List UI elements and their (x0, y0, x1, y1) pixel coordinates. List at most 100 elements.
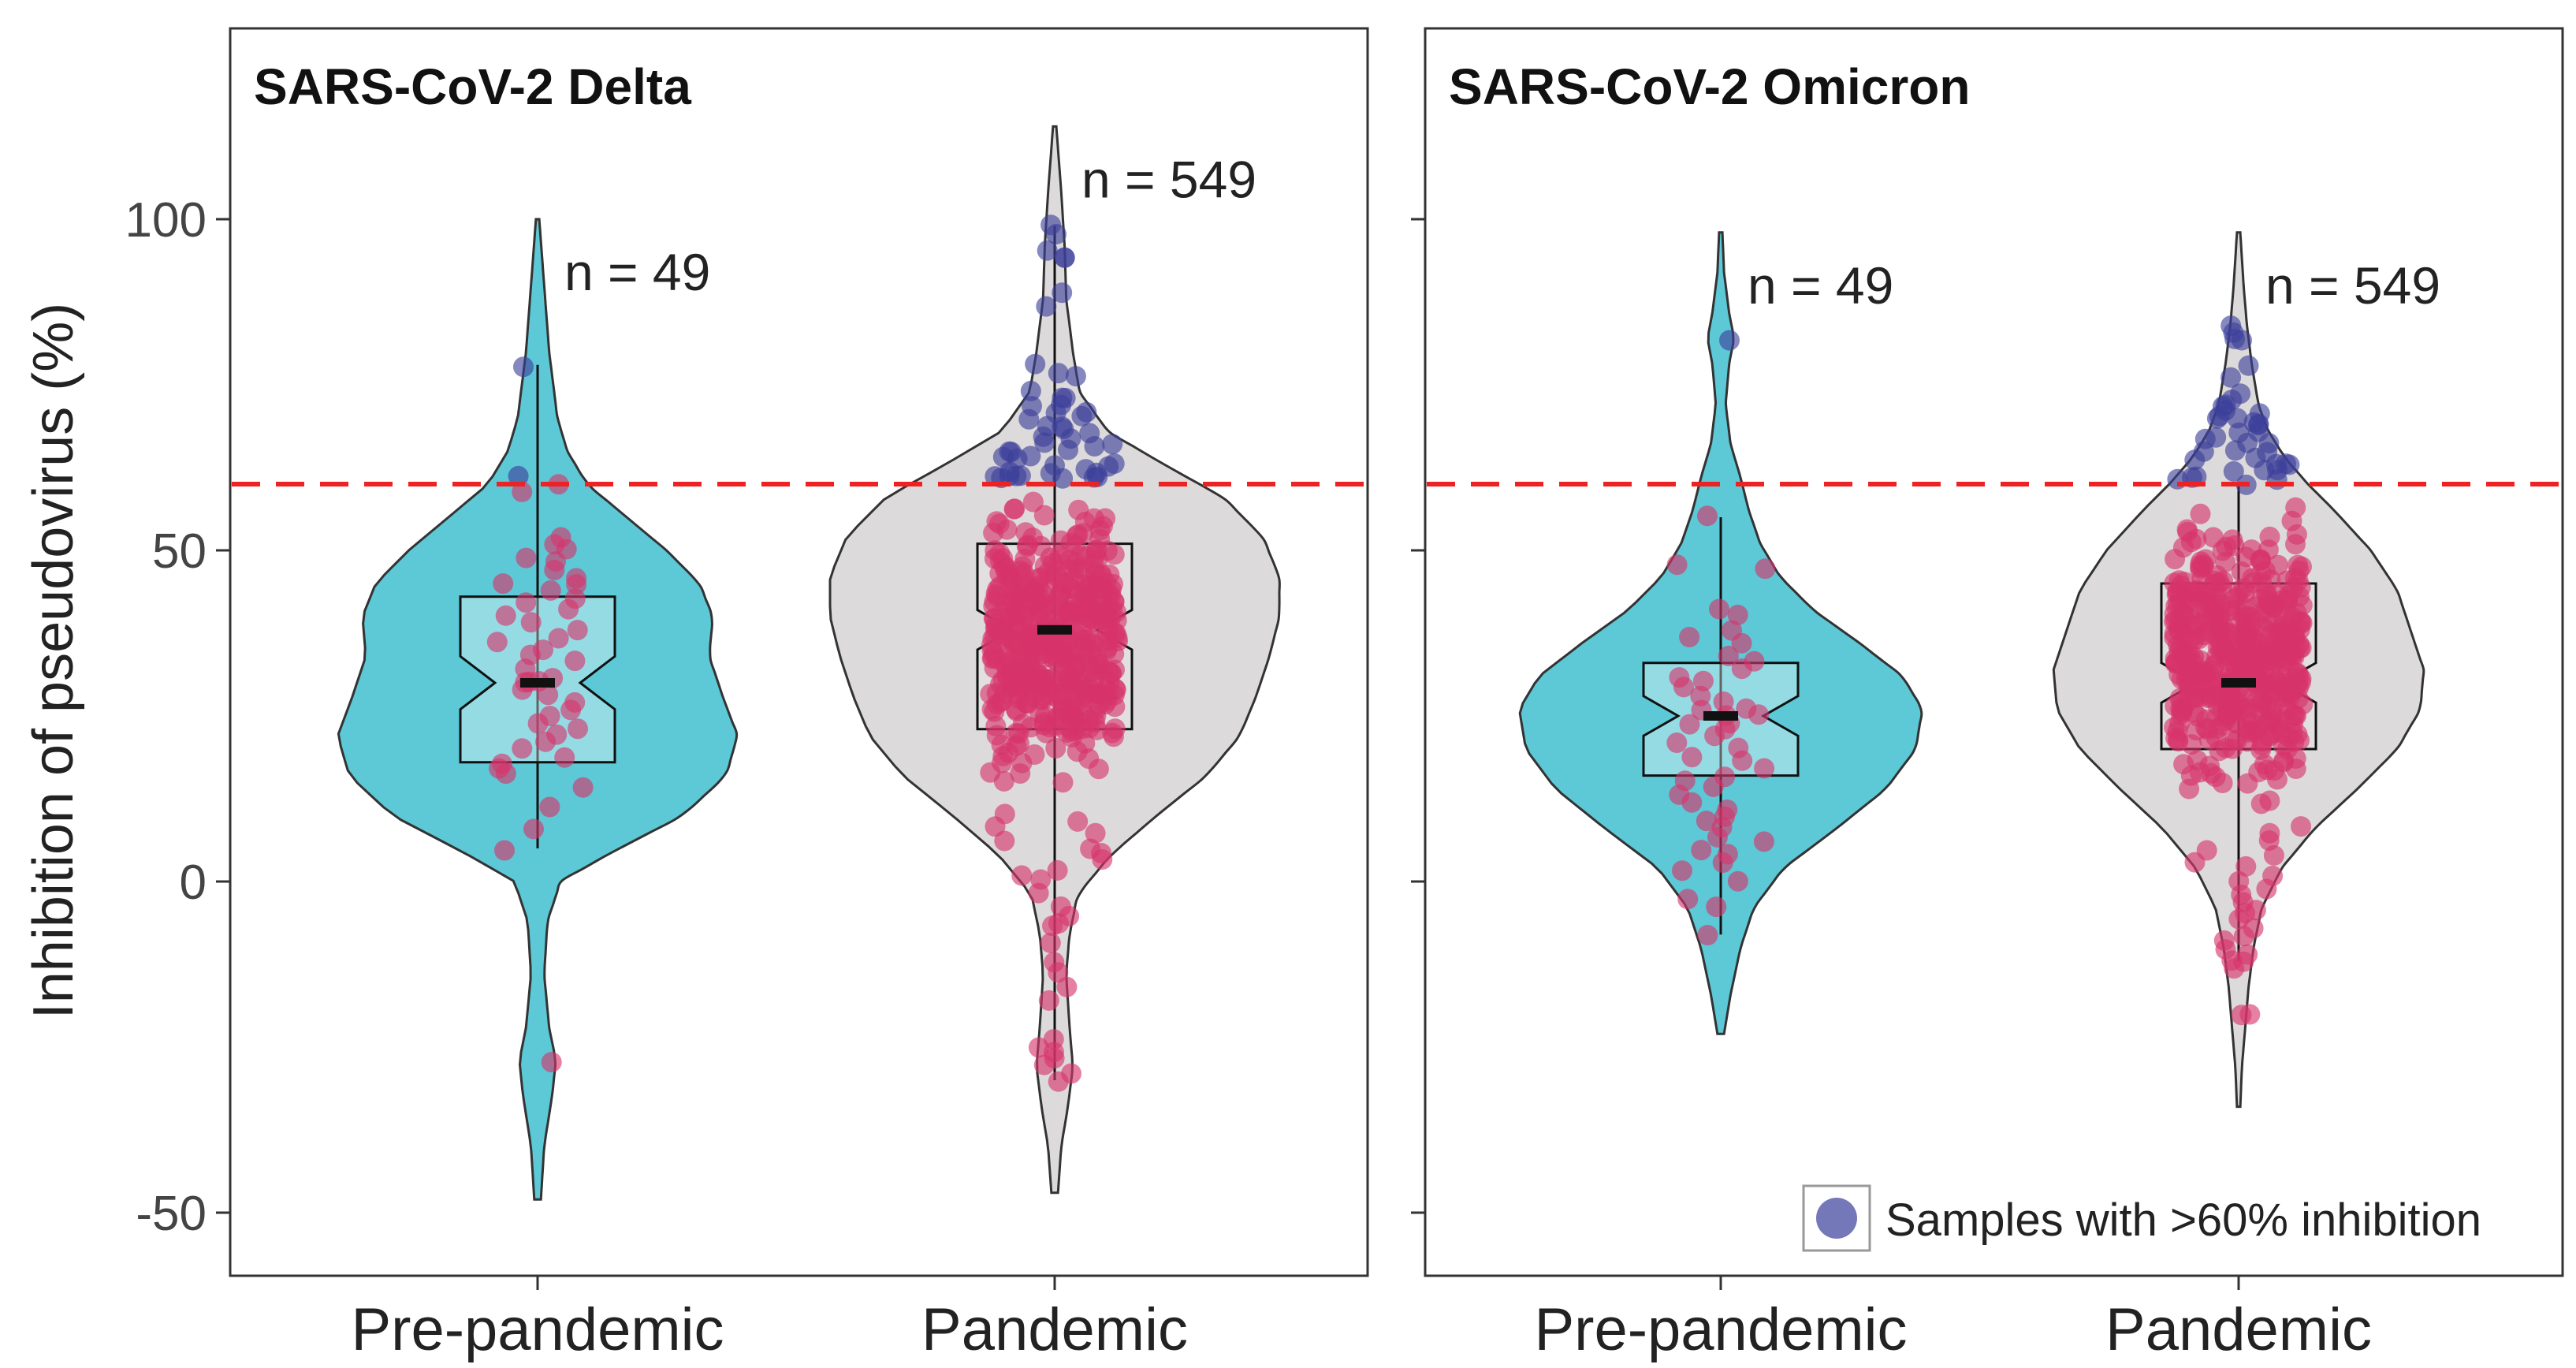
sample-point (2187, 706, 2209, 727)
y-tick-label: -50 (136, 1187, 207, 1241)
sample-point (495, 605, 516, 626)
sample-point (2180, 643, 2201, 665)
sample-point (998, 742, 1019, 763)
sample-point (2165, 609, 2187, 631)
x-tick-label-pandemic: Pandemic (2105, 1296, 2372, 1363)
sample-point (1038, 990, 1059, 1011)
sample-point-high (1071, 405, 1093, 427)
sample-point (1080, 656, 1101, 677)
sample-point (1709, 598, 1729, 620)
median-marker (2221, 678, 2256, 688)
sample-point (2273, 589, 2294, 610)
sample-point (1679, 627, 1700, 647)
legend-key-box (1802, 1184, 1871, 1252)
median-marker (520, 678, 555, 688)
sample-point (2254, 754, 2275, 775)
sample-point-high (2232, 330, 2252, 351)
sample-point (2217, 696, 2238, 718)
sample-point-high (2224, 440, 2246, 461)
sample-point (1030, 535, 1052, 557)
sample-point (1045, 566, 1067, 587)
sample-point (1681, 792, 1703, 813)
sample-point (993, 770, 1014, 792)
sample-point (1703, 776, 1724, 797)
sample-point (1731, 658, 1752, 680)
sample-point (1051, 601, 1072, 622)
sample-point (1078, 606, 1099, 628)
sample-point (2232, 699, 2254, 720)
sample-point (2256, 695, 2277, 717)
y-axis-label: Inhibition of pseudovirus (%) (22, 303, 85, 1019)
sample-point (1089, 520, 1111, 541)
sample-point (523, 818, 544, 840)
sample-point (2190, 503, 2211, 524)
sample-point (1017, 693, 1038, 714)
sample-point (1022, 491, 1044, 513)
sample-point (1068, 499, 1089, 520)
sample-point (512, 481, 533, 502)
sample-point (2284, 678, 2306, 699)
sample-point (1034, 668, 1055, 689)
sample-point (527, 713, 549, 734)
median-marker (1037, 624, 1072, 635)
sample-point (2262, 865, 2284, 886)
sample-point-high (1034, 432, 1055, 453)
sample-point (541, 1052, 562, 1073)
panel-title: SARS-CoV-2 Delta (254, 58, 691, 115)
sample-point-high (1054, 247, 1075, 268)
sample-point (2217, 646, 2239, 667)
sample-point (985, 625, 1005, 647)
sample-point (2200, 687, 2221, 708)
sample-point (2187, 750, 2208, 771)
sample-point (2224, 535, 2245, 556)
sample-point (2235, 582, 2256, 603)
sample-point (512, 738, 533, 759)
legend-key-point (1816, 1198, 1857, 1239)
sample-point (1754, 758, 1775, 779)
sample-point (2207, 718, 2228, 739)
sample-point (2239, 715, 2260, 736)
sample-point (1033, 714, 1054, 736)
sample-point (1104, 643, 1125, 665)
sample-point (1677, 889, 1699, 910)
sample-point (513, 356, 534, 378)
sample-point (1035, 584, 1056, 606)
sample-point (2193, 556, 2214, 577)
legend: Samples with >60% inhibition (1802, 1184, 2481, 1252)
sample-point (2226, 729, 2247, 751)
sample-point (1030, 567, 1052, 588)
sample-point (2167, 580, 2188, 602)
sample-point-high (1058, 439, 1078, 460)
sample-point (2255, 659, 2276, 680)
sample-point (1681, 747, 1703, 768)
sample-point-high (1036, 296, 1057, 317)
sample-point (2267, 769, 2288, 790)
sample-point-high (1020, 380, 1041, 401)
sample-point (567, 620, 588, 641)
sample-point (1071, 674, 1092, 695)
sample-point (520, 612, 542, 633)
sample-point-high (2223, 460, 2244, 482)
sample-point-high (1052, 468, 1074, 489)
sample-point-high (999, 465, 1020, 486)
sample-point (1104, 544, 1125, 565)
n-label-pandemic: n = 549 (2265, 256, 2440, 315)
sample-point (2281, 645, 2302, 666)
sample-point (1078, 576, 1099, 598)
sample-point (1679, 714, 1700, 735)
sample-point (1697, 925, 1718, 945)
sample-point (1080, 838, 1101, 859)
sample-point-high (985, 466, 1006, 487)
sample-point (1045, 738, 1067, 759)
panel-title: SARS-CoV-2 Omicron (1449, 58, 1970, 115)
sample-point (2285, 497, 2306, 518)
sample-point (1076, 629, 1097, 650)
sample-point-high (1018, 408, 1040, 430)
sample-point (538, 684, 559, 706)
sample-point (2182, 667, 2202, 688)
sample-point (1666, 732, 1688, 753)
sample-point (1050, 684, 1071, 705)
sample-point (2205, 766, 2226, 788)
sample-point-high (1046, 224, 1067, 244)
sample-point (994, 803, 1015, 825)
